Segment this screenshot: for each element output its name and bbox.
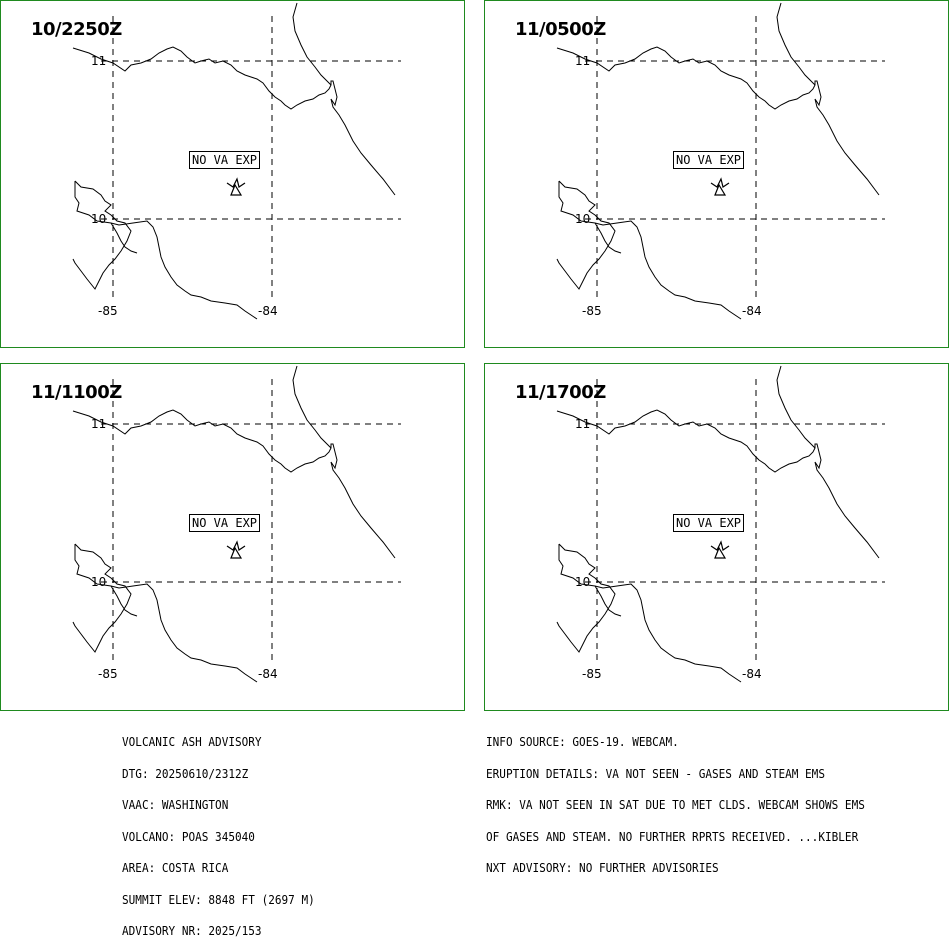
- forecast-time: 10/2250Z: [31, 19, 122, 40]
- forecast-label: NO VA EXP: [189, 514, 261, 532]
- map-panel-4: 11/1700Z 11 10 -85 -84 NO VA EXP: [484, 363, 949, 711]
- coastline-north: [72, 46, 396, 196]
- coastline-southwest: [558, 544, 742, 683]
- advisory-line: OF GASES AND STEAM. NO FURTHER RPRTS REC…: [486, 829, 859, 844]
- map-panel-2: 11/0500Z 11 10 -85 -84 NO VA EXP: [484, 0, 949, 348]
- lon-label-84: -84: [258, 304, 278, 318]
- coastline-inlet: [110, 585, 138, 617]
- volcano-icon: [226, 177, 246, 196]
- lon-label-84: -84: [742, 667, 762, 681]
- advisory-header-block: VOLCANIC ASH ADVISORY DTG: 20250610/2312…: [122, 716, 315, 947]
- forecast-label: NO VA EXP: [673, 151, 745, 169]
- advisory-line: AREA: COSTA RICA: [122, 861, 229, 875]
- lat-label-10: 10: [91, 212, 107, 226]
- lat-label-11: 11: [91, 54, 107, 68]
- advisory-line: VOLCANO: POAS 345040: [122, 829, 255, 844]
- coastline-southwest: [74, 544, 258, 683]
- lon-label-85: -85: [582, 304, 602, 318]
- volcano-icon: [226, 540, 246, 559]
- coastline-gulf: [556, 180, 616, 290]
- forecast-label: NO VA EXP: [673, 514, 745, 532]
- lat-label-10: 10: [575, 212, 591, 226]
- forecast-time: 11/1100Z: [31, 382, 122, 403]
- coastline-north: [72, 409, 396, 559]
- lat-label-11: 11: [575, 54, 591, 68]
- advisory-line: SUMMIT ELEV: 8848 FT (2697 M): [122, 892, 315, 907]
- lat-label-11: 11: [91, 417, 107, 431]
- map-panel-3: 11/1100Z 11 10 -85 -84 NO VA EXP: [0, 363, 465, 711]
- advisory-line: ADVISORY NR: 2025/153: [122, 924, 262, 938]
- advisory-line: ERUPTION DETAILS: VA NOT SEEN - GASES AN…: [486, 766, 825, 781]
- lat-label-10: 10: [575, 575, 591, 589]
- forecast-time: 11/0500Z: [515, 19, 606, 40]
- coastline-gulf: [72, 543, 132, 653]
- coastline-inlet: [110, 222, 138, 254]
- advisory-line: NXT ADVISORY: NO FURTHER ADVISORIES: [486, 861, 719, 875]
- advisory-details-block: INFO SOURCE: GOES-19. WEBCAM. ERUPTION D…: [486, 716, 865, 884]
- coastline-gulf: [72, 180, 132, 290]
- coastline-north: [556, 409, 880, 559]
- coastline-southwest: [74, 181, 258, 320]
- lon-label-85: -85: [98, 667, 118, 681]
- advisory-line: VOLCANIC ASH ADVISORY: [122, 735, 262, 749]
- coastline-northeast: [292, 365, 332, 449]
- lon-label-84: -84: [258, 667, 278, 681]
- advisory-line: INFO SOURCE: GOES-19. WEBCAM.: [486, 735, 679, 749]
- forecast-label: NO VA EXP: [189, 151, 261, 169]
- advisory-line: RMK: VA NOT SEEN IN SAT DUE TO MET CLDS.…: [486, 798, 865, 812]
- coastline-inlet: [594, 222, 622, 254]
- coastline-gulf: [556, 543, 616, 653]
- map-panel-1: 10/2250Z 11 10 -85 -84 NO VA EXP: [0, 0, 465, 348]
- coastline-northeast: [776, 365, 816, 449]
- advisory-line: DTG: 20250610/2312Z: [122, 766, 249, 781]
- coastline-northeast: [292, 2, 332, 86]
- coastline-north: [556, 46, 880, 196]
- lon-label-85: -85: [98, 304, 118, 318]
- forecast-time: 11/1700Z: [515, 382, 606, 403]
- coastline-inlet: [594, 585, 622, 617]
- volcano-icon: [710, 540, 730, 559]
- advisory-line: VAAC: WASHINGTON: [122, 798, 229, 812]
- lon-label-85: -85: [582, 667, 602, 681]
- map-graphic: [72, 2, 401, 320]
- coastline-northeast: [776, 2, 816, 86]
- volcano-icon: [710, 177, 730, 196]
- map-graphic: [72, 365, 401, 683]
- lon-label-84: -84: [742, 304, 762, 318]
- lat-label-10: 10: [91, 575, 107, 589]
- lat-label-11: 11: [575, 417, 591, 431]
- coastline-southwest: [558, 181, 742, 320]
- map-graphic: [556, 2, 885, 320]
- map-graphic: [556, 365, 885, 683]
